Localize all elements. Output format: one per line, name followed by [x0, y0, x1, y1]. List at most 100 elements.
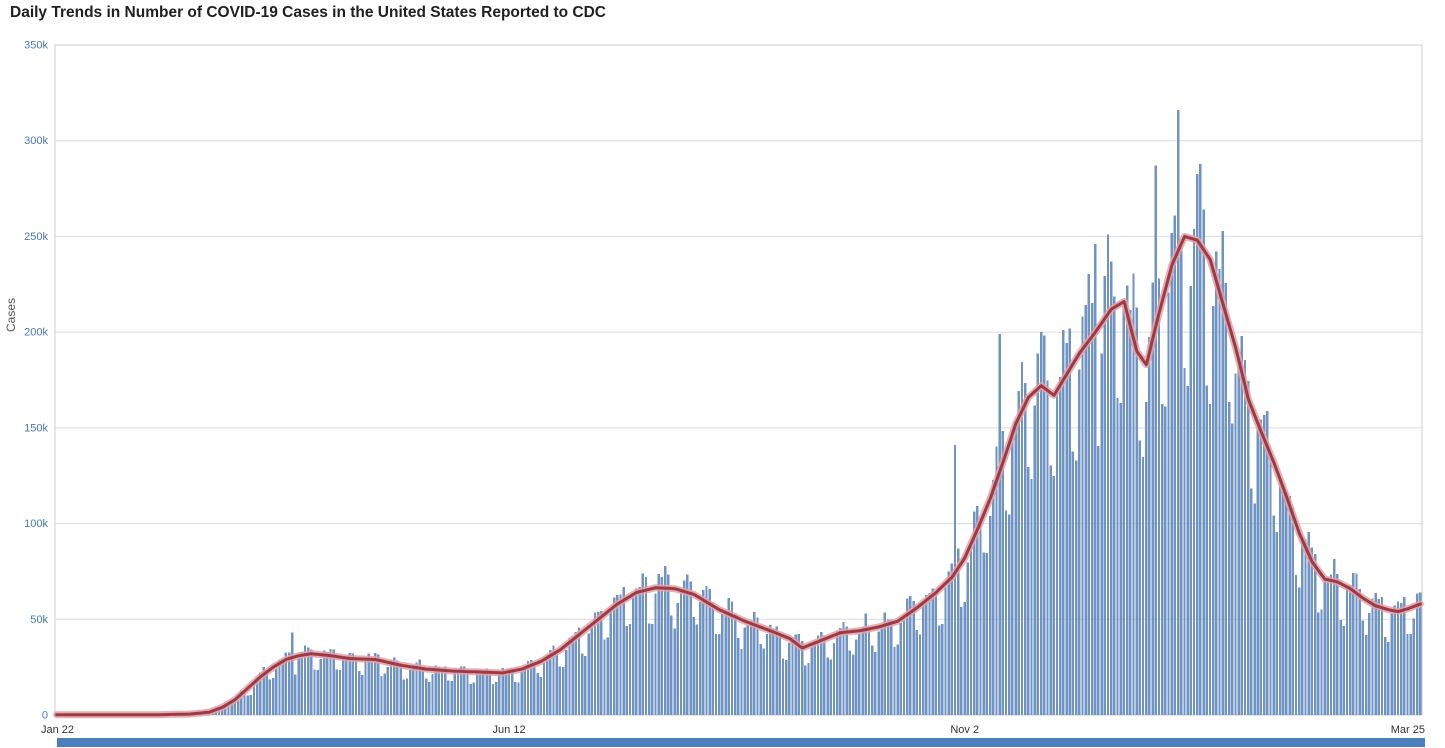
daily-cases-bar[interactable]	[1294, 575, 1298, 715]
daily-cases-bar[interactable]	[558, 666, 562, 715]
daily-cases-bar[interactable]	[622, 586, 625, 715]
daily-cases-bar[interactable]	[708, 588, 711, 715]
daily-cases-bar[interactable]	[1001, 430, 1005, 715]
daily-cases-bar[interactable]	[1074, 460, 1078, 715]
daily-cases-bar[interactable]	[389, 659, 393, 715]
daily-cases-bar[interactable]	[1017, 390, 1020, 715]
daily-cases-bar[interactable]	[329, 649, 332, 715]
daily-cases-bar[interactable]	[676, 603, 679, 715]
daily-cases-bar[interactable]	[1326, 576, 1330, 715]
daily-cases-bar[interactable]	[240, 689, 243, 715]
daily-cases-bar[interactable]	[335, 669, 339, 715]
daily-cases-bar[interactable]	[1361, 620, 1365, 715]
daily-cases-bar[interactable]	[265, 672, 268, 715]
daily-cases-bar[interactable]	[1176, 110, 1180, 716]
daily-cases-bar[interactable]	[1065, 343, 1068, 715]
daily-cases-bar[interactable]	[1138, 440, 1142, 715]
daily-cases-bar[interactable]	[609, 608, 613, 715]
daily-cases-bar[interactable]	[976, 505, 979, 715]
daily-cases-bar[interactable]	[587, 633, 590, 715]
daily-cases-bar[interactable]	[647, 623, 651, 715]
daily-cases-bar[interactable]	[313, 669, 316, 715]
daily-cases-bar[interactable]	[555, 650, 558, 715]
daily-cases-bar[interactable]	[536, 673, 539, 715]
daily-cases-bar[interactable]	[501, 668, 504, 715]
daily-cases-bar[interactable]	[561, 667, 565, 715]
daily-cases-bar[interactable]	[332, 649, 335, 715]
daily-cases-bar[interactable]	[1342, 625, 1345, 715]
daily-cases-bar[interactable]	[1167, 292, 1170, 715]
daily-cases-bar[interactable]	[1307, 531, 1310, 715]
daily-cases-bar[interactable]	[510, 667, 514, 715]
daily-cases-bar[interactable]	[479, 671, 482, 715]
daily-cases-bar[interactable]	[1240, 335, 1244, 715]
daily-cases-bar[interactable]	[574, 631, 578, 715]
daily-cases-bar[interactable]	[1186, 385, 1189, 715]
daily-cases-bar[interactable]	[861, 627, 864, 715]
daily-cases-bar[interactable]	[781, 658, 785, 715]
daily-cases-bar[interactable]	[1358, 588, 1361, 715]
daily-cases-bar[interactable]	[1323, 580, 1326, 715]
daily-cases-bar[interactable]	[284, 652, 288, 715]
daily-cases-bar[interactable]	[552, 645, 555, 715]
daily-cases-bar[interactable]	[1253, 503, 1256, 715]
daily-cases-bar[interactable]	[526, 660, 530, 715]
daily-cases-bar[interactable]	[545, 654, 549, 715]
daily-cases-bar[interactable]	[1004, 510, 1008, 715]
daily-cases-bar[interactable]	[1320, 609, 1323, 715]
daily-cases-bar[interactable]	[765, 634, 769, 715]
daily-cases-bar[interactable]	[864, 613, 868, 715]
daily-cases-bar[interactable]	[1014, 420, 1017, 715]
daily-cases-bar[interactable]	[259, 672, 262, 715]
daily-cases-bar[interactable]	[351, 653, 354, 715]
daily-cases-bar[interactable]	[1078, 369, 1081, 715]
daily-cases-bar[interactable]	[1011, 436, 1014, 715]
daily-cases-bar[interactable]	[584, 655, 587, 715]
daily-cases-bar[interactable]	[870, 645, 874, 715]
daily-cases-bar[interactable]	[1055, 390, 1059, 715]
daily-cases-bar[interactable]	[673, 628, 676, 715]
daily-cases-bar[interactable]	[721, 613, 724, 715]
daily-cases-bar[interactable]	[1272, 515, 1275, 715]
daily-cases-bar[interactable]	[383, 673, 386, 715]
daily-cases-bar[interactable]	[418, 659, 421, 715]
daily-cases-bar[interactable]	[1189, 286, 1193, 715]
daily-cases-bar[interactable]	[227, 706, 230, 715]
daily-cases-bar[interactable]	[632, 594, 635, 715]
daily-cases-bar[interactable]	[921, 603, 925, 715]
daily-cases-bar[interactable]	[1145, 402, 1148, 715]
daily-cases-bar[interactable]	[874, 651, 877, 715]
daily-cases-bar[interactable]	[858, 633, 861, 715]
daily-cases-bar[interactable]	[1231, 423, 1234, 715]
daily-cases-bar[interactable]	[326, 651, 329, 715]
daily-cases-bar[interactable]	[1097, 445, 1100, 715]
daily-cases-bar[interactable]	[431, 674, 434, 715]
daily-cases-bar[interactable]	[784, 659, 788, 715]
daily-cases-bar[interactable]	[848, 650, 852, 715]
daily-cases-bar[interactable]	[1196, 173, 1199, 715]
daily-cases-bar[interactable]	[733, 613, 737, 715]
daily-cases-bar[interactable]	[925, 595, 928, 715]
daily-cases-bar[interactable]	[823, 635, 826, 715]
daily-cases-bar[interactable]	[1199, 163, 1202, 715]
daily-cases-bar[interactable]	[788, 642, 791, 715]
daily-cases-bar[interactable]	[440, 668, 444, 715]
daily-cases-bar[interactable]	[319, 659, 323, 715]
daily-cases-bar[interactable]	[393, 657, 396, 715]
daily-cases-bar[interactable]	[1352, 572, 1355, 715]
daily-cases-bar[interactable]	[1008, 514, 1011, 715]
daily-cases-bar[interactable]	[246, 695, 249, 715]
daily-cases-bar[interactable]	[322, 650, 326, 715]
daily-cases-bar[interactable]	[1406, 634, 1409, 715]
daily-cases-bar[interactable]	[1116, 397, 1119, 715]
daily-cases-bar[interactable]	[1262, 415, 1266, 715]
daily-cases-bar[interactable]	[944, 586, 947, 715]
daily-cases-bar[interactable]	[1125, 285, 1129, 715]
daily-cases-bar[interactable]	[714, 634, 718, 715]
daily-cases-bar[interactable]	[1227, 401, 1231, 715]
daily-cases-bar[interactable]	[727, 598, 730, 715]
daily-cases-bar[interactable]	[1087, 274, 1091, 715]
daily-cases-bar[interactable]	[1039, 331, 1043, 715]
daily-cases-bar[interactable]	[243, 690, 246, 715]
daily-cases-bar[interactable]	[1094, 244, 1097, 715]
